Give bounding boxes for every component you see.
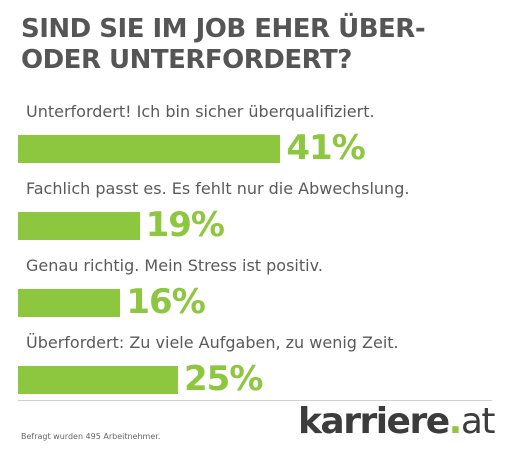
karriere-logo: karriere.at <box>297 401 496 442</box>
logo-word: karriere <box>297 401 450 442</box>
bottom-divider <box>18 400 492 401</box>
value-label: 41% <box>286 128 365 168</box>
value-label: 19% <box>145 205 225 245</box>
bar <box>18 135 281 163</box>
value-label: 16% <box>126 282 205 322</box>
logo-dot: . <box>448 401 463 442</box>
category-label: Überfordert: Zu viele Aufgaben, zu wenig… <box>26 333 399 352</box>
footnote: Befragt wurden 495 Arbeitnehmer. <box>21 432 161 441</box>
bar <box>18 289 121 317</box>
bar <box>18 212 140 240</box>
category-label: Fachlich passt es. Es fehlt nur die Abwe… <box>26 179 410 198</box>
logo-suffix: at <box>460 401 496 442</box>
value-label: 25% <box>184 359 263 399</box>
bar <box>18 366 178 394</box>
bar-chart: Unterfordert! Ich bin sicher überqualifi… <box>0 94 512 404</box>
chart-title: SIND SIE IM JOB EHER ÜBER- ODER UNTERFOR… <box>21 14 426 75</box>
category-label: Unterfordert! Ich bin sicher überqualifi… <box>26 102 375 121</box>
category-label: Genau richtig. Mein Stress ist positiv. <box>26 256 323 275</box>
